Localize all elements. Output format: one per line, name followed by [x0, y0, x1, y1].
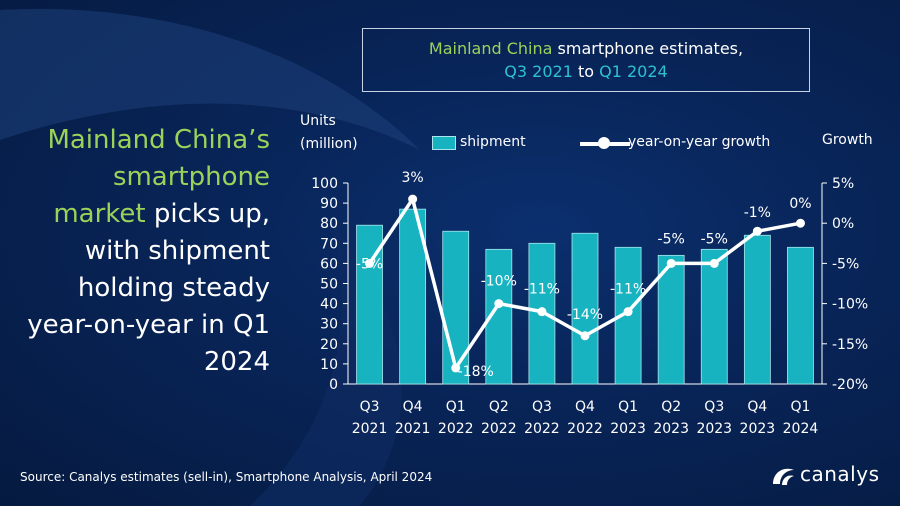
x-tick-label-quarter: Q3 [360, 399, 380, 415]
growth-data-label: 3% [402, 170, 424, 186]
x-tick-label-quarter: Q2 [661, 399, 681, 415]
x-tick-label-quarter: Q3 [704, 399, 724, 415]
growth-data-label: -1% [744, 205, 771, 221]
title-region: Mainland China [428, 39, 553, 58]
left-axis-title-line2: (million) [300, 136, 358, 152]
left-tick-label: 60 [320, 256, 338, 272]
left-tick-label: 80 [320, 216, 338, 232]
shipment-bar [657, 254, 685, 385]
x-tick-label-quarter: Q4 [403, 399, 423, 415]
left-tick-label: 20 [320, 337, 338, 353]
x-tick-label-quarter: Q1 [790, 399, 810, 415]
left-tick-label: 90 [320, 196, 338, 212]
growth-point [494, 299, 504, 309]
legend-shipment-label: shipment [460, 134, 526, 150]
growth-data-label: -11% [524, 282, 560, 298]
headline: Mainland China’s smartphone market picks… [20, 122, 270, 381]
title-rest: smartphone estimates, [552, 39, 744, 58]
growth-data-label: -5% [658, 231, 685, 247]
x-tick-label-year: 2021 [395, 421, 431, 437]
legend-growth-label: year-on-year growth [628, 134, 771, 150]
x-tick-label-year: 2023 [653, 421, 689, 437]
growth-point [752, 226, 762, 236]
left-axis-title: Units (million) [300, 110, 358, 156]
left-tick-label: 40 [320, 297, 338, 313]
x-tick-label-year: 2022 [481, 421, 517, 437]
right-tick-label: 5% [832, 176, 854, 192]
title-start-period: Q3 2021 [504, 62, 573, 81]
left-tick-label: 30 [320, 317, 338, 333]
left-tick-label: 100 [311, 176, 338, 192]
title-end-period: Q1 2024 [599, 62, 668, 81]
shipment-bar [787, 246, 814, 385]
x-tick-label-quarter: Q2 [489, 399, 509, 415]
x-tick-label-year: 2023 [696, 421, 732, 437]
left-tick-label: 10 [320, 357, 338, 373]
left-tick-label: 70 [320, 236, 338, 252]
left-tick-label: 50 [320, 277, 338, 293]
growth-data-label: -5% [356, 256, 383, 272]
growth-point [537, 307, 547, 317]
right-tick-label: -15% [832, 337, 868, 353]
chart-title-box: Mainland China smartphone estimates, Q3 … [362, 28, 810, 92]
growth-data-label: -11% [610, 282, 646, 298]
right-axis-title: Growth [822, 132, 873, 148]
growth-point [408, 194, 418, 204]
legend-line-marker [598, 137, 610, 149]
left-axis-title-line1: Units [300, 113, 336, 129]
growth-point [580, 331, 590, 341]
shipment-bar [571, 232, 599, 385]
shipment-bar [442, 230, 470, 385]
shipment-bar [700, 248, 728, 385]
growth-data-label: 0% [789, 196, 811, 212]
x-tick-label-quarter: Q1 [618, 399, 638, 415]
canalys-logo-icon [773, 468, 794, 485]
legend-bar-swatch [432, 136, 456, 150]
canalys-logo-text: canalys [800, 462, 880, 486]
x-tick-label-year: 2022 [567, 421, 603, 437]
canalys-logo: canalys [770, 460, 890, 492]
growth-data-label: -10% [481, 274, 517, 290]
shipment-bar [743, 234, 771, 385]
right-tick-label: -5% [832, 256, 859, 272]
x-tick-label-year: 2021 [352, 421, 388, 437]
x-tick-label-quarter: Q1 [446, 399, 466, 415]
growth-point [666, 258, 676, 268]
growth-data-label: -18% [458, 364, 494, 380]
x-tick-label-year: 2023 [740, 421, 776, 437]
x-tick-label-year: 2023 [610, 421, 646, 437]
growth-point [795, 218, 805, 228]
growth-point [709, 258, 719, 268]
growth-data-label: -5% [701, 231, 728, 247]
x-tick-label-year: 2024 [783, 421, 819, 437]
source-note: Source: Canalys estimates (sell-in), Sma… [20, 470, 433, 484]
x-tick-label-quarter: Q4 [747, 399, 767, 415]
right-tick-label: -20% [832, 377, 868, 393]
x-tick-label-year: 2022 [438, 421, 474, 437]
right-tick-label: 0% [832, 216, 854, 232]
growth-data-label: -14% [567, 307, 603, 323]
growth-point [623, 307, 633, 317]
shipment-bar [356, 224, 383, 385]
right-tick-label: -10% [832, 297, 868, 313]
x-tick-label-quarter: Q3 [532, 399, 552, 415]
title-to: to [572, 62, 600, 81]
x-tick-label-quarter: Q4 [575, 399, 595, 415]
left-tick-label: 0 [329, 377, 338, 393]
growth-point [451, 363, 461, 373]
growth-point [365, 258, 375, 268]
x-tick-label-year: 2022 [524, 421, 560, 437]
headline-highlight: Mainland China’s smartphone market [47, 125, 270, 229]
headline-rest: picks up, with shipment holding steady y… [27, 199, 270, 377]
